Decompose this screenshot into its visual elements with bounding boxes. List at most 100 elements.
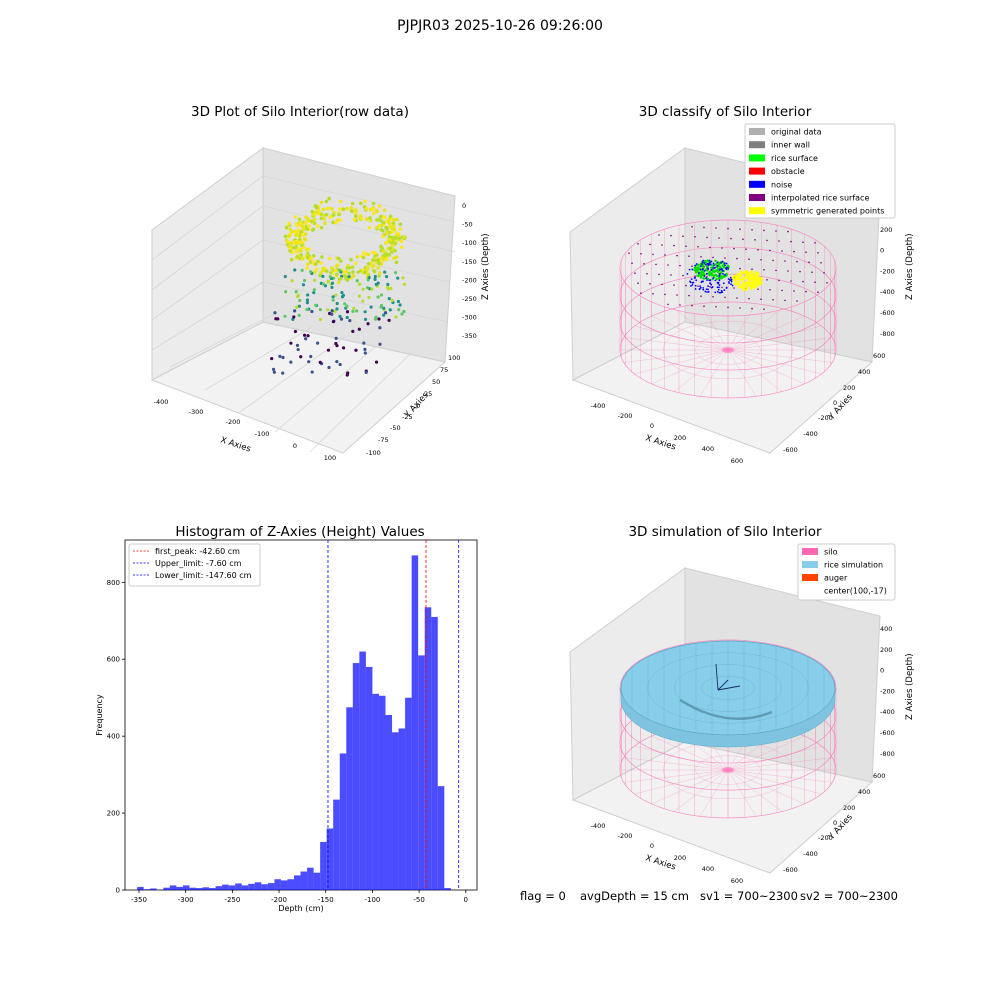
classify-interpolated-point [772,299,774,301]
histogram-legend-label: first_peak: -42.60 cm [155,547,240,556]
raw-point [310,309,314,314]
classify-noise-point [718,268,721,271]
classify-symmetric-point [748,274,752,277]
histogram-y-tick-label: 600 [107,656,120,664]
raw-point [367,275,371,280]
classify-interpolated-point [799,270,801,273]
classify-interpolated-point [670,234,672,237]
raw-point [378,342,382,346]
classify-symmetric-point [740,271,743,274]
raw-point [341,346,346,350]
classify-interpolated-point [787,230,789,233]
classify-noise-point [705,277,707,279]
figure-title: PJPJR03 2025-10-26 09:26:00 [397,18,603,34]
raw-point [289,257,294,262]
raw-point [295,343,300,347]
raw-point [321,282,326,286]
classify-x-tick-label: -400 [591,402,606,410]
raw-point [319,200,324,205]
raw-z-tick-label: -250 [462,295,477,303]
sim-rice-depression [679,698,773,720]
raw-point [324,269,329,273]
raw-point [391,224,396,228]
raw-point [399,239,404,244]
raw-y-tick-label: 100 [448,354,460,362]
raw-point [290,279,294,283]
classify-noise-point [699,285,702,288]
raw-point [294,290,298,294]
raw-point [369,305,373,309]
raw-point [310,370,314,374]
classify-interpolated-point [703,305,705,308]
raw-point [312,278,317,282]
raw-point [386,287,390,291]
raw-point [339,259,343,263]
sim-x-tick-label: -400 [591,822,606,830]
raw-point [389,250,394,254]
classify-silo-wireframe [619,219,837,399]
raw-z-tick-label: -100 [462,239,477,247]
raw-point [306,334,310,338]
classify-noise-point [716,265,719,267]
classify-rice-point [697,263,700,267]
raw-point [344,206,349,211]
raw-point [398,303,402,307]
classify-rice-point [699,276,703,279]
raw-point [281,355,285,360]
classify-noise-point [721,260,724,263]
raw-point [361,255,366,260]
classify-interpolated-point [781,250,783,252]
raw-point [333,220,338,225]
raw-point [284,225,289,230]
classify-interpolated-point [676,294,678,296]
raw-x-tick-label: -100 [255,430,270,438]
raw-point [388,238,393,243]
histogram-y-tick-label: 400 [107,733,120,741]
sim-legend-label: center(100,-17) [824,587,887,596]
raw-point [390,226,395,231]
histogram-bar [326,828,334,890]
classify-noise-point [694,264,697,267]
classify-noise-point [718,284,721,286]
raw-point [308,260,313,264]
raw-point [321,207,326,212]
classify-legend-label: original data [771,128,822,137]
histogram-bar [182,885,190,890]
histogram-bar [163,887,170,890]
raw-point [289,341,293,345]
classify-x-tick-label: 600 [731,457,743,465]
classify-legend-label: inner wall [771,141,810,150]
classify-interpolated-point [628,252,630,254]
histogram-legend: first_peak: -42.60 cm Upper_limit: -7.60 … [128,543,261,587]
classify-symmetric-point [737,275,741,278]
classify-interpolated-point [748,258,750,261]
classify-interpolated-point [631,262,633,265]
raw-point [397,237,402,241]
classify-symmetric-point [737,282,740,285]
classify-silo-floor-ring [695,335,761,365]
classify-noise-point [730,283,732,286]
classify-silo-floor-line [727,337,833,351]
sim-y-tick-label: -400 [803,850,818,858]
raw-point [304,215,308,219]
raw-point [365,286,370,290]
status-sv1: sv1 = 700~2300 [700,889,798,903]
raw-point [351,329,355,333]
sim-auger-line [717,685,741,691]
sim-z-tick-label: -400 [880,708,895,716]
raw-point [334,293,338,297]
classify-rice-point [712,269,715,272]
raw-point [371,263,376,268]
classify-interpolated-point [790,240,792,243]
classify-y-tick-label: -200 [818,414,833,422]
classify-symmetric-point [732,277,736,281]
raw-point [402,235,406,239]
raw-point [384,257,389,262]
classify-interpolated-point [637,282,639,285]
classify-symmetric-point [745,273,748,277]
classify-interpolated-point [754,239,756,241]
raw-point [338,218,343,222]
raw-point [377,204,382,208]
classify-noise-point [725,262,728,265]
classify-interpolated-point [790,280,792,282]
